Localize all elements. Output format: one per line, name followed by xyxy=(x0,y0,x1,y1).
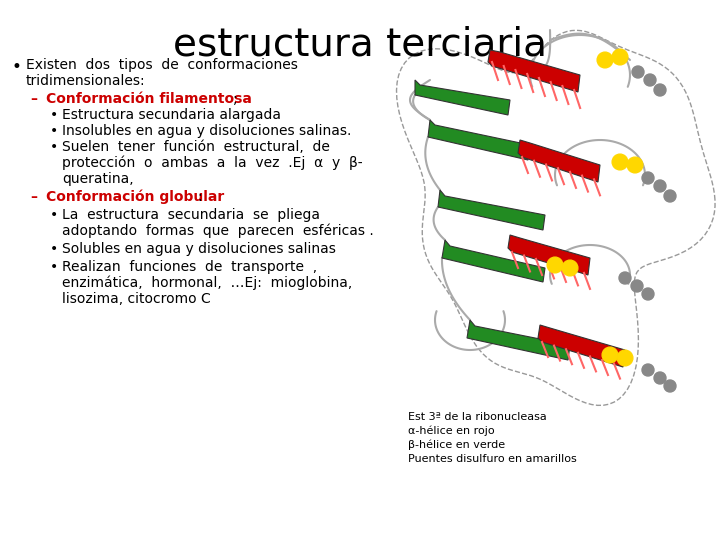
Text: β-hélice en verde: β-hélice en verde xyxy=(408,440,505,450)
Polygon shape xyxy=(538,325,625,367)
Text: queratina,: queratina, xyxy=(62,172,134,186)
Text: Realizan  funciones  de  transporte  ,: Realizan funciones de transporte , xyxy=(62,260,317,274)
Circle shape xyxy=(562,260,578,276)
Circle shape xyxy=(627,157,643,173)
Circle shape xyxy=(619,272,631,284)
Text: :: : xyxy=(197,190,202,204)
Text: La  estructura  secundaria  se  pliega: La estructura secundaria se pliega xyxy=(62,208,320,222)
Text: Conformación globular: Conformación globular xyxy=(46,190,224,205)
Text: Existen  dos  tipos  de  conformaciones: Existen dos tipos de conformaciones xyxy=(26,58,298,72)
Polygon shape xyxy=(508,235,590,275)
Text: Suelen  tener  función  estructural,  de: Suelen tener función estructural, de xyxy=(62,140,330,154)
Polygon shape xyxy=(442,240,545,282)
Text: lisozima, citocromo C: lisozima, citocromo C xyxy=(62,292,211,306)
Text: •: • xyxy=(50,108,58,122)
Circle shape xyxy=(642,364,654,376)
Text: –: – xyxy=(30,92,37,106)
Circle shape xyxy=(602,347,618,363)
Text: Insolubles en agua y disoluciones salinas.: Insolubles en agua y disoluciones salina… xyxy=(62,124,351,138)
Text: •: • xyxy=(12,58,22,76)
Text: Puentes disulfuro en amarillos: Puentes disulfuro en amarillos xyxy=(408,454,577,464)
Text: Conformación filamentosa: Conformación filamentosa xyxy=(46,92,252,106)
Text: •: • xyxy=(50,242,58,256)
Circle shape xyxy=(631,280,643,292)
Polygon shape xyxy=(518,140,600,182)
Text: •: • xyxy=(50,208,58,222)
Polygon shape xyxy=(415,80,510,115)
Text: Estructura secundaria alargada: Estructura secundaria alargada xyxy=(62,108,281,122)
Text: α-hélice en rojo: α-hélice en rojo xyxy=(408,426,495,436)
Text: •: • xyxy=(50,140,58,154)
Text: enzimática,  hormonal,  …Ej:  mioglobina,: enzimática, hormonal, …Ej: mioglobina, xyxy=(62,276,352,291)
Circle shape xyxy=(597,52,613,68)
Text: •: • xyxy=(50,260,58,274)
Text: •: • xyxy=(50,124,58,138)
Polygon shape xyxy=(467,320,570,360)
Circle shape xyxy=(654,180,666,192)
Circle shape xyxy=(664,380,676,392)
Text: estructura terciaria: estructura terciaria xyxy=(173,25,547,63)
Circle shape xyxy=(612,154,628,170)
Circle shape xyxy=(632,66,644,78)
Circle shape xyxy=(644,74,656,86)
Circle shape xyxy=(547,257,563,273)
Circle shape xyxy=(642,172,654,184)
Text: Est 3ª de la ribonucleasa: Est 3ª de la ribonucleasa xyxy=(408,412,546,422)
Text: –: – xyxy=(30,190,37,204)
Text: tridimensionales:: tridimensionales: xyxy=(26,74,145,88)
Circle shape xyxy=(664,190,676,202)
Polygon shape xyxy=(488,50,580,92)
Text: adoptando  formas  que  parecen  esféricas .: adoptando formas que parecen esféricas . xyxy=(62,224,374,239)
Circle shape xyxy=(654,84,666,96)
Text: ;: ; xyxy=(233,92,238,106)
Polygon shape xyxy=(438,190,545,230)
Text: Solubles en agua y disoluciones salinas: Solubles en agua y disoluciones salinas xyxy=(62,242,336,256)
Circle shape xyxy=(612,49,628,65)
Text: protección  o  ambas  a  la  vez  .Ej  α  y  β-: protección o ambas a la vez .Ej α y β- xyxy=(62,156,363,171)
Circle shape xyxy=(654,372,666,384)
Circle shape xyxy=(617,350,633,366)
Circle shape xyxy=(642,288,654,300)
Polygon shape xyxy=(428,120,530,160)
